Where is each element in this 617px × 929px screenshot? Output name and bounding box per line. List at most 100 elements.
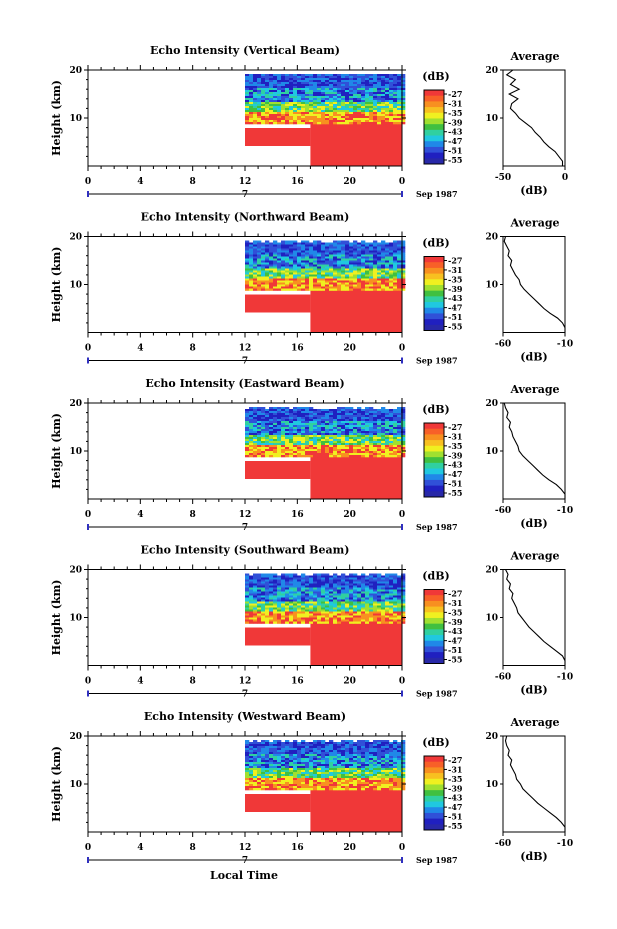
heatmap-cell (325, 413, 330, 416)
heatmap-cell (381, 90, 386, 93)
time-tick-label: 0 (399, 510, 405, 520)
heatmap-cell (305, 280, 310, 283)
heatmap-cell (393, 433, 398, 436)
heatmap-cell (305, 276, 310, 279)
heatmap-cell (385, 603, 390, 606)
heatmap-cell (293, 407, 298, 410)
heatmap-cell (373, 409, 378, 412)
heatmap-red-block (310, 619, 402, 666)
heatmap-cell (389, 437, 394, 440)
heatmap-cell (325, 262, 330, 265)
time-tick-label: 16 (291, 510, 304, 520)
heatmap-cell (365, 754, 370, 757)
time-tick-label: 0 (85, 510, 91, 520)
heatmap-cell (277, 421, 282, 424)
heatmap-cell (333, 276, 338, 279)
heatmap-cell (265, 583, 270, 586)
heatmap-cell (321, 575, 326, 578)
heatmap-cell (353, 120, 358, 123)
heatmap-cell (369, 88, 374, 91)
heatmap-cell (261, 615, 266, 618)
colorbar-tick-label: -27 (448, 422, 462, 432)
heatmap-cell (301, 94, 306, 97)
heatmap-cell (309, 433, 314, 436)
heatmap-cell (285, 94, 290, 97)
heatmap-cell (321, 437, 326, 440)
heatmap-cell (397, 423, 402, 426)
heatmap-cell (317, 268, 322, 271)
heatmap-cell (401, 435, 406, 438)
heatmap-cell (357, 447, 362, 450)
heatmap-cell (273, 278, 278, 281)
heatmap-cell (389, 756, 394, 759)
heatmap-cell (297, 597, 302, 600)
heatmap-cell (249, 611, 254, 614)
heatmap-cell (357, 445, 362, 448)
heatmap-cell (353, 284, 358, 287)
heatmap-cell (285, 441, 290, 444)
heatmap-cell (361, 455, 366, 458)
heatmap-cell (269, 274, 274, 277)
heatmap-cell (345, 242, 350, 245)
heatmap-cell (397, 591, 402, 594)
heatmap-cell (397, 756, 402, 759)
heatmap-cell (301, 451, 306, 454)
y-tick-label: 10 (69, 614, 82, 624)
heatmap-cell (381, 260, 386, 263)
heatmap-cell (309, 601, 314, 604)
heatmap-cell (365, 86, 370, 89)
heatmap-cell (389, 587, 394, 590)
heatmap-cell (373, 274, 378, 277)
heatmap-cell (257, 421, 262, 424)
heatmap-cell (401, 451, 406, 454)
heatmap-cell (265, 78, 270, 81)
heatmap-cell (389, 260, 394, 263)
heatmap-cell (373, 449, 378, 452)
heatmap-cell (321, 609, 326, 612)
heatmap-cell (341, 577, 346, 580)
colorbar-tick-label: -55 (448, 655, 462, 665)
heatmap-cell (357, 284, 362, 287)
heatmap-cell (305, 258, 310, 261)
heatmap-cell (277, 589, 282, 592)
y-tick-label: 10 (69, 114, 82, 124)
heatmap-cell (333, 587, 338, 590)
heatmap-cell (337, 274, 342, 277)
heatmap-cell (345, 100, 350, 103)
heatmap-cell (397, 762, 402, 765)
heatmap-cell (333, 74, 338, 77)
heatmap-cell (313, 262, 318, 265)
heatmap-cell (265, 593, 270, 596)
heatmap-cell (285, 451, 290, 454)
heatmap-cell (305, 421, 310, 424)
heatmap-cell (277, 94, 282, 97)
heatmap-cell (337, 260, 342, 263)
heatmap-cell (313, 453, 318, 456)
heatmap-cell (285, 449, 290, 452)
heatmap-cell (269, 579, 274, 582)
heatmap-cell (253, 84, 258, 87)
heatmap-cell (289, 74, 294, 77)
heatmap-cell (245, 453, 250, 456)
colorbar-swatch (424, 428, 444, 435)
heatmap-cell (357, 274, 362, 277)
heatmap-cell (333, 746, 338, 749)
heatmap-cell (305, 581, 310, 584)
heatmap-cell (373, 579, 378, 582)
heatmap-cell (273, 746, 278, 749)
heatmap-cell (401, 106, 406, 109)
heatmap-cell (393, 120, 398, 123)
heatmap-cell (401, 445, 406, 448)
heatmap-cell (317, 756, 322, 759)
heatmap-cell (361, 619, 366, 622)
heatmap-cell (333, 756, 338, 759)
heatmap-cell (349, 579, 354, 582)
heatmap-cell (349, 248, 354, 251)
heatmap-cell (337, 268, 342, 271)
heatmap-cell (389, 284, 394, 287)
heatmap-cell (337, 86, 342, 89)
heatmap-cell (293, 417, 298, 420)
heatmap-cell (353, 595, 358, 598)
heatmap-cell (269, 589, 274, 592)
